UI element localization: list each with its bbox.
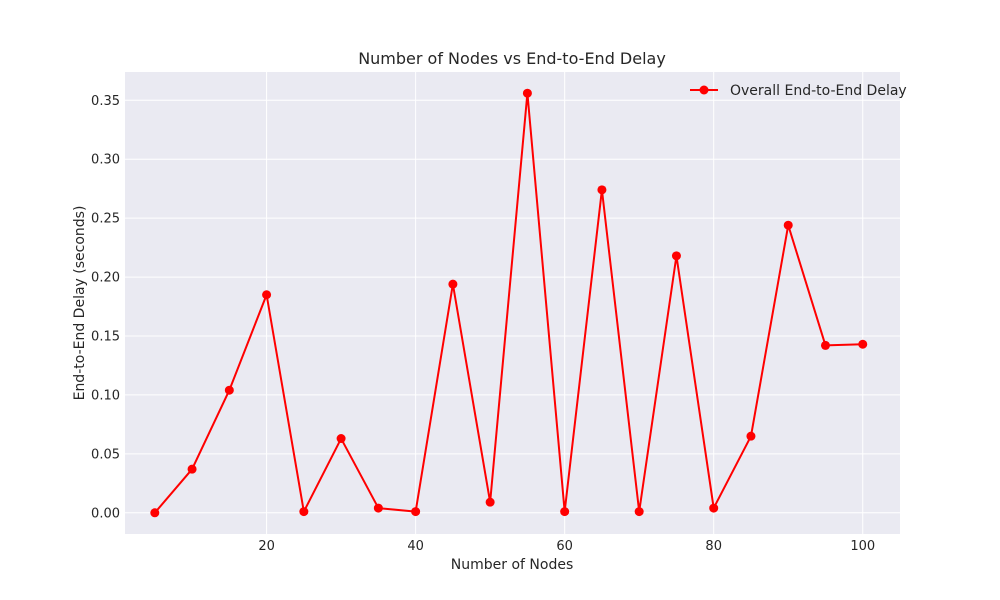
y-tick-label: 0.15 <box>91 330 120 345</box>
data-point <box>709 503 719 513</box>
data-point <box>671 251 681 261</box>
data-point <box>522 88 532 98</box>
legend: Overall End-to-End Delay <box>690 83 907 99</box>
data-point <box>820 340 830 350</box>
data-point <box>485 497 495 507</box>
grid <box>125 72 900 534</box>
x-tick-label: 60 <box>556 539 573 554</box>
x-tick-label: 20 <box>258 539 275 554</box>
x-tick-label: 100 <box>850 539 875 554</box>
legend-label: Overall End-to-End Delay <box>730 83 907 99</box>
y-axis-label: End-to-End Delay (seconds) <box>72 206 88 401</box>
y-tick-label: 0.00 <box>91 506 120 521</box>
data-point <box>336 434 346 444</box>
y-tick-label: 0.25 <box>91 212 120 227</box>
chart-title: Number of Nodes vs End-to-End Delay <box>358 49 666 68</box>
y-tick-label: 0.10 <box>91 388 120 403</box>
x-tick-label: 40 <box>407 539 424 554</box>
data-point <box>560 507 570 517</box>
series-line <box>154 92 863 514</box>
data-point <box>634 507 644 517</box>
data-point <box>150 508 160 518</box>
data-point <box>373 503 383 513</box>
data-point <box>783 220 793 230</box>
plot-background <box>125 72 900 534</box>
legend-marker <box>699 85 709 95</box>
data-point <box>224 385 234 395</box>
data-point <box>858 339 868 349</box>
data-point <box>746 431 756 441</box>
y-tick-label: 0.30 <box>91 153 120 168</box>
ticks: 20 40 60 80 100 0.00 0.05 0.10 0.15 0.20 0.25 0.30 0… <box>91 94 875 554</box>
data-point <box>187 464 197 474</box>
y-tick-label: 0.35 <box>91 94 120 109</box>
y-tick-label: 0.20 <box>91 271 120 286</box>
series-layer <box>150 88 868 518</box>
y-tick-label: 0.05 <box>91 447 120 462</box>
data-point <box>411 507 421 517</box>
data-point <box>299 507 309 517</box>
x-tick-label: 80 <box>705 539 722 554</box>
data-point <box>262 290 272 300</box>
data-point <box>597 185 607 195</box>
x-axis-label: Number of Nodes <box>451 557 573 573</box>
data-point <box>448 279 458 289</box>
